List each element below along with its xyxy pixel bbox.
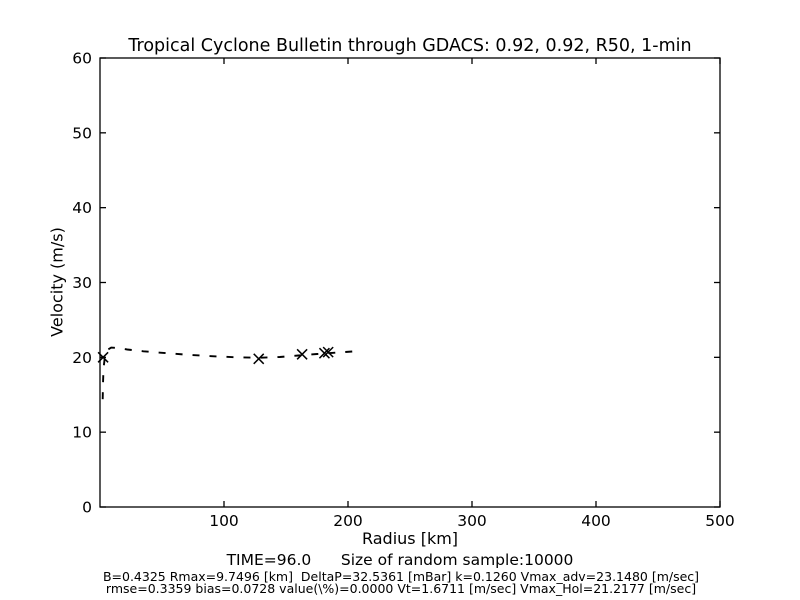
caption-fit-parameters: B=0.4325 Rmax=9.7496 [km] DeltaP=32.5361… (102, 569, 700, 584)
data-point-x-marker (322, 346, 334, 358)
x-tick-label: 100 (209, 512, 239, 530)
caption-fit-errors: rmse=0.3359 bias=0.0728 value(\%)=0.0000… (105, 581, 697, 596)
x-tick-label: 300 (457, 512, 487, 530)
y-axis-label: Velocity (m/s) (47, 227, 67, 337)
y-tick-label: 30 (72, 274, 92, 292)
data-point-x-marker (296, 348, 308, 360)
chart-title: Tropical Cyclone Bulletin through GDACS:… (128, 36, 692, 56)
data-point-x-marker (318, 347, 330, 359)
y-tick-label: 40 (72, 199, 92, 217)
data-point-x-marker (253, 353, 265, 365)
y-tick-label: 0 (82, 499, 92, 517)
x-tick-label: 400 (581, 512, 611, 530)
y-tick-label: 50 (72, 124, 92, 142)
y-tick-label: 60 (72, 50, 92, 68)
series-holland-profile-fit (101, 346, 360, 400)
x-axis-label: Radius [km] (361, 529, 459, 548)
data-point-x-marker (97, 351, 109, 363)
y-tick-label: 10 (72, 424, 92, 442)
y-tick-label: 20 (72, 349, 92, 367)
x-tick-label: 200 (333, 512, 363, 530)
caption-time-sample: TIME=96.0 Size of random sample:10000 (226, 551, 574, 569)
x-tick-label: 500 (705, 512, 735, 530)
plot-border (99, 57, 721, 508)
